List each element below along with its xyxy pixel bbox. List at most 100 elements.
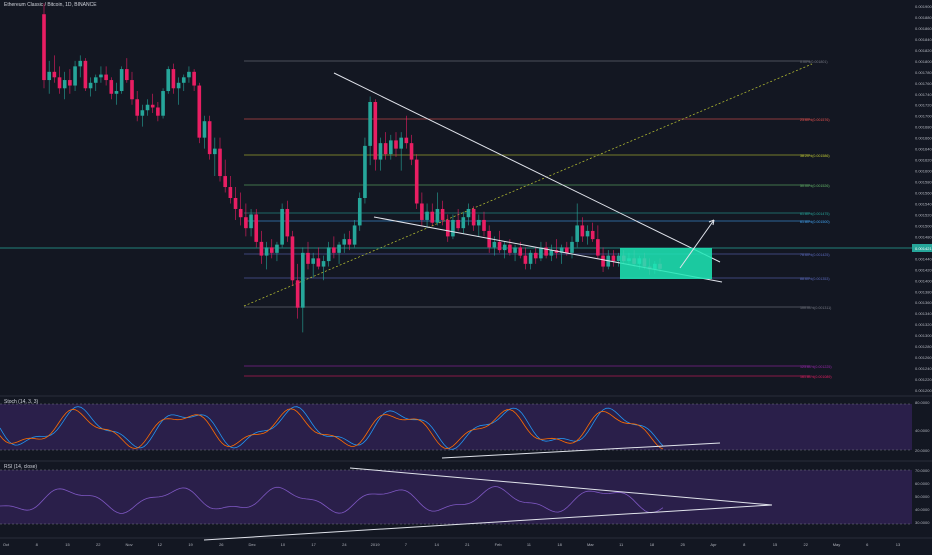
candle-body (518, 247, 523, 256)
time-tick: 19 (188, 542, 193, 547)
time-tick: 22 (803, 542, 808, 547)
fib-level-label: 61.80%(0.001475) (800, 212, 830, 216)
candle-body (68, 80, 72, 86)
fib-level-label: 50.00%(0.001526) (800, 184, 830, 188)
price-tick: 0.001420 (915, 267, 932, 272)
price-tick: 0.001520 (915, 212, 932, 217)
stoch-trendline (441, 442, 721, 459)
candle-body (477, 219, 481, 226)
price-tick: 0.001380 (915, 289, 932, 294)
candle-body (430, 211, 435, 223)
price-tick: 0.001680 (915, 125, 932, 130)
candle-body (425, 211, 429, 220)
candle-body (513, 247, 517, 253)
candle-body (611, 255, 616, 262)
price-tick: 0.001320 (915, 322, 932, 327)
candle-body (549, 250, 554, 256)
time-tick: 21 (465, 542, 470, 547)
rsi-upper-trendline (349, 467, 773, 506)
price-tick: 0.001620 (915, 158, 932, 163)
candle-body (254, 214, 259, 242)
candle-body (544, 247, 548, 256)
price-tick: 0.001900 (915, 4, 932, 9)
time-tick: 14 (434, 542, 439, 547)
candle-body (125, 69, 129, 81)
candle-body (156, 107, 160, 116)
fib-level-label: 100.00%(0.001311) (800, 306, 831, 310)
time-tick: 25 (680, 542, 685, 547)
candle-body (559, 247, 564, 253)
time-tick: 26 (219, 542, 224, 547)
chart-header: Ethereum Classic / Bitcoin, 1D, BINANCE (4, 2, 97, 8)
price-tick: 0.001240 (915, 366, 932, 371)
oscillator-line (0, 406, 664, 450)
candle-body (492, 241, 497, 248)
rsi-label: RSI (14, close) (4, 464, 38, 470)
candle-body (456, 219, 460, 229)
candle-body (135, 99, 139, 116)
candle-body (451, 219, 455, 237)
time-tick: Apr (710, 542, 717, 547)
candle-body (363, 145, 367, 198)
candle-body (487, 230, 491, 248)
time-tick: Feb (495, 542, 503, 547)
candle-body (78, 60, 83, 67)
candle-body (150, 104, 155, 108)
price-tick: 0.001500 (915, 223, 932, 228)
candle-body (352, 225, 357, 245)
stoch-tick: 20.0000 (915, 448, 930, 453)
candle-body (316, 258, 321, 267)
price-tick: 0.001360 (915, 300, 932, 305)
time-tick: 15 (773, 542, 778, 547)
price-tick: 0.001860 (915, 26, 932, 31)
candle-body (228, 187, 233, 198)
time-tick: 8 (36, 542, 39, 547)
price-tick: 0.001640 (915, 147, 932, 152)
rsi-tick: 50.0000 (915, 494, 930, 499)
candle-body (47, 71, 51, 81)
rsi-tick: 40.0000 (915, 507, 930, 512)
candle-body (445, 219, 450, 237)
candle-body (575, 225, 579, 242)
candle-body (213, 148, 217, 155)
time-tick: 2019 (371, 542, 381, 547)
time-tick: 11 (619, 542, 624, 547)
candle-body (565, 247, 569, 253)
price-tick: 0.001280 (915, 344, 932, 349)
price-tick: 0.001540 (915, 201, 932, 206)
candle-body (570, 241, 574, 253)
candle-body (326, 247, 331, 262)
candle-body (295, 280, 300, 308)
candle-body (590, 230, 595, 240)
candle-body (301, 252, 305, 308)
candle-body (409, 143, 414, 160)
time-tick: Oct (3, 542, 10, 547)
candle-body (420, 203, 424, 220)
projection-arrow (679, 219, 715, 269)
fib-level-label: 38.20%(0.001586) (800, 154, 830, 158)
candle-body (233, 198, 238, 209)
rsi-tick: 70.0000 (915, 468, 930, 473)
time-tick: Mar (587, 542, 595, 547)
candle-body (347, 239, 352, 245)
candle-body (580, 225, 585, 237)
candle-body (616, 255, 621, 262)
time-tick: 10 (281, 542, 286, 547)
candle-body (528, 252, 533, 264)
candle-body (378, 143, 383, 160)
candle-body (99, 74, 103, 78)
price-tick: 0.001800 (915, 59, 932, 64)
last-price-label: 0.001421 (915, 246, 932, 251)
price-tick: 0.001300 (915, 333, 932, 338)
candle-body (166, 69, 171, 92)
candle-body (337, 244, 341, 253)
fib-level-label: 123.60%(0.001225) (800, 365, 832, 369)
price-tick: 0.001560 (915, 191, 932, 196)
stoch-tick: 40.0000 (915, 428, 930, 433)
candle-body (114, 91, 119, 94)
candle-body (440, 208, 445, 220)
price-tick: 0.001580 (915, 180, 932, 185)
fib-level-label: 23.60%(0.001576) (800, 118, 830, 122)
